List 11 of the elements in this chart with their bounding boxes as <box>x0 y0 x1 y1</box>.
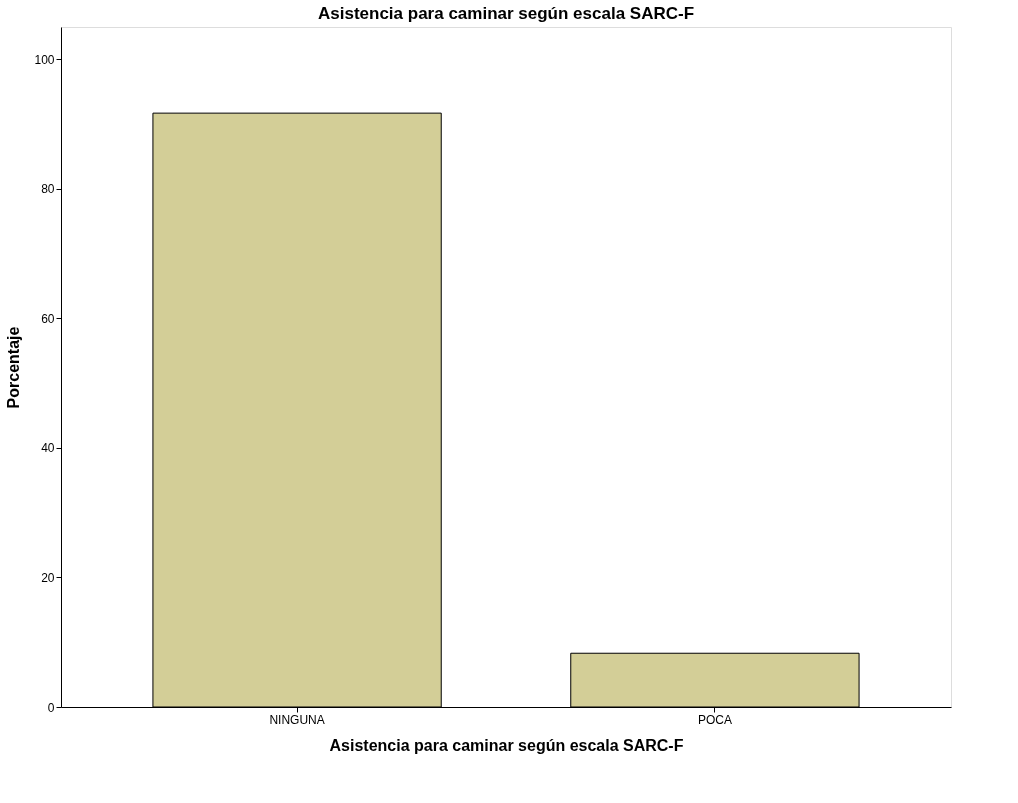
chart-title: Asistencia para caminar según escala SARC-F <box>317 4 695 23</box>
y-tick-label: 80 <box>41 182 55 197</box>
y-axis-title: Porcentaje <box>5 326 23 409</box>
y-tick-label: 0 <box>47 700 55 715</box>
y-tick-label: 100 <box>34 52 55 67</box>
x-tick-label: NINGUNA <box>269 712 325 727</box>
x-tick-label: POCA <box>697 712 732 727</box>
y-tick-label: 40 <box>41 441 55 456</box>
y-tick-label: 20 <box>41 570 55 585</box>
x-axis-title: Asistencia para caminar según escala SARC-F <box>329 736 684 754</box>
y-tick-label: 60 <box>41 311 55 326</box>
